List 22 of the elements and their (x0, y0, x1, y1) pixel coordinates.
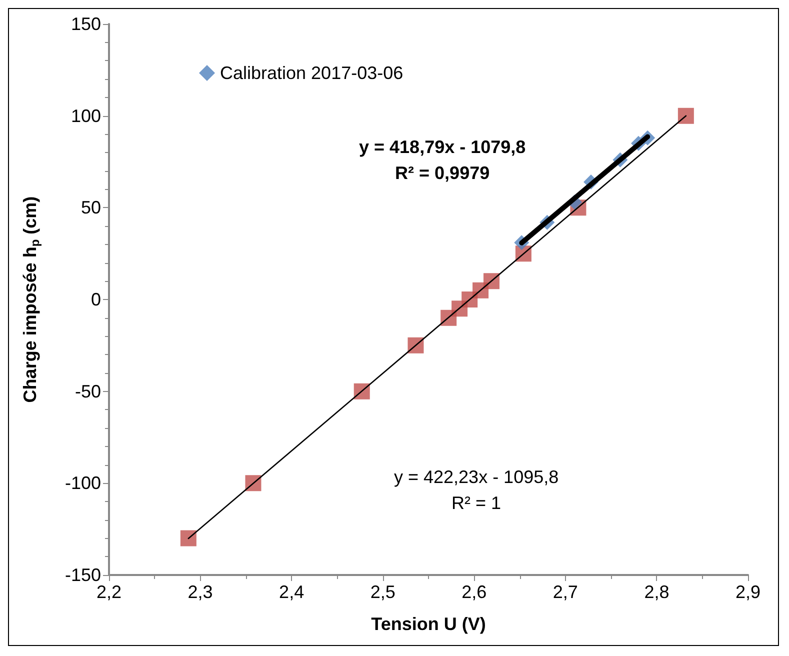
annotation: y = 418,79x - 1079,8 R² = 0,9979 (359, 137, 526, 183)
y-tick-label: 50 (80, 198, 101, 218)
point (678, 108, 694, 124)
y-tick-label: -150 (64, 565, 101, 585)
x-tick-label: 2,7 (552, 582, 578, 602)
x-tick-label: 2,5 (370, 582, 396, 602)
x-tick-label: 2,8 (644, 582, 670, 602)
legend-label: Calibration 2017-03-06 (220, 63, 404, 83)
x-tick-label: 2,6 (462, 582, 487, 602)
x-axis-title: Tension U (V) (371, 614, 486, 634)
point (180, 530, 196, 546)
annotation: y = 422,23x - 1095,8 R² = 1 (394, 467, 559, 513)
y-tick-label: 100 (70, 106, 101, 126)
y-axis-title: Charge imposée hp (cm) (20, 196, 42, 403)
x-tick-label: 2,2 (96, 582, 122, 602)
y-tick-label: 0 (90, 290, 101, 310)
y-tick-label: -50 (74, 381, 101, 402)
y-tick-label: 150 (70, 14, 101, 34)
x-tick-label: 2,4 (279, 582, 304, 602)
x-tick-label: 2,9 (735, 582, 761, 602)
y-tick-label: -100 (64, 473, 101, 494)
x-tick-label: 2,3 (188, 582, 213, 602)
